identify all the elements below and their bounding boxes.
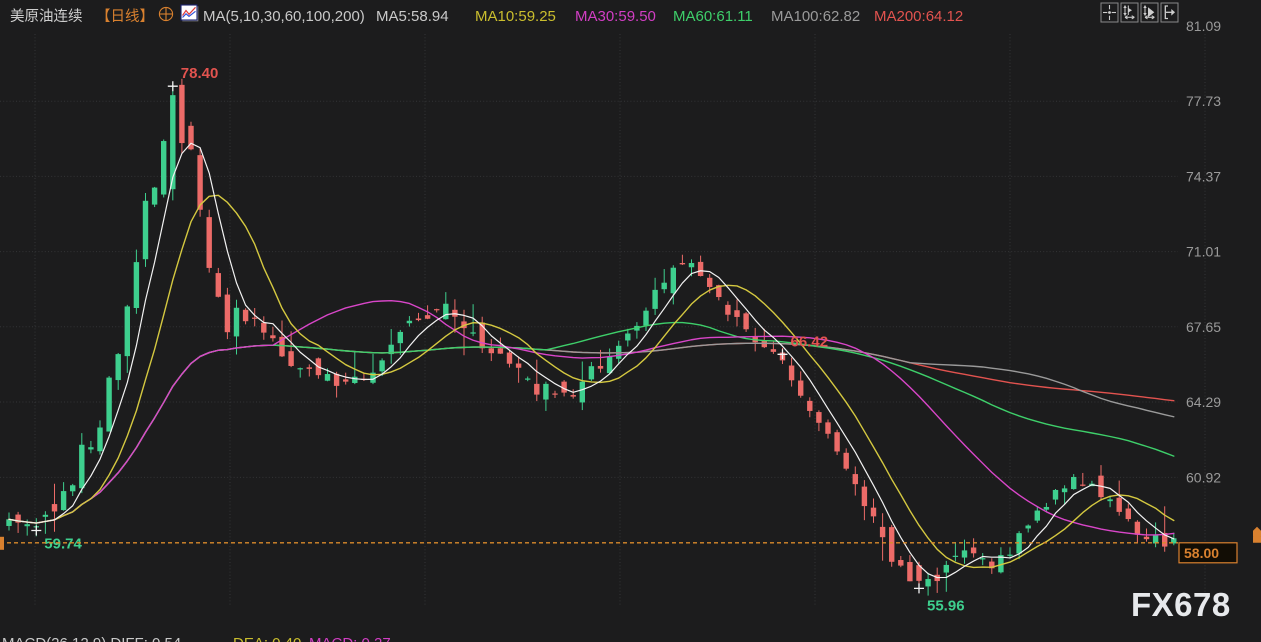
svg-text:64.29: 64.29 (1186, 394, 1221, 410)
svg-text:MA200:64.12: MA200:64.12 (874, 8, 963, 25)
svg-text:59.74: 59.74 (44, 536, 82, 553)
svg-text:78.40: 78.40 (181, 65, 219, 82)
svg-text:MA100:62.82: MA100:62.82 (771, 8, 860, 25)
svg-text:66.42: 66.42 (791, 333, 829, 350)
svg-text:58.00: 58.00 (1184, 545, 1219, 561)
svg-text:67.65: 67.65 (1186, 319, 1221, 335)
svg-text:55.96: 55.96 (927, 597, 965, 614)
svg-text:60.92: 60.92 (1186, 469, 1221, 485)
svg-text:FX678: FX678 (1131, 586, 1231, 623)
svg-text:MA10:59.25: MA10:59.25 (475, 8, 556, 25)
svg-text:DEA: 0.40: DEA: 0.40 (233, 635, 301, 642)
svg-text:【日线】: 【日线】 (96, 8, 154, 25)
svg-text:71.01: 71.01 (1186, 244, 1221, 260)
svg-text:81.09: 81.09 (1186, 18, 1221, 34)
svg-text:MA5:58.94: MA5:58.94 (376, 8, 449, 25)
svg-text:MA30:59.50: MA30:59.50 (575, 8, 656, 25)
svg-text:MACD: 0.27: MACD: 0.27 (309, 635, 391, 642)
svg-text:MA60:61.11: MA60:61.11 (673, 8, 753, 25)
svg-text:MA(5,10,30,60,100,200): MA(5,10,30,60,100,200) (203, 8, 365, 25)
svg-text:74.37: 74.37 (1186, 168, 1221, 184)
svg-text:美原油连续: 美原油连续 (10, 8, 83, 25)
svg-text:77.73: 77.73 (1186, 93, 1221, 109)
svg-text:MACD(26,12,9) DIFF: 0.54: MACD(26,12,9) DIFF: 0.54 (2, 635, 181, 642)
